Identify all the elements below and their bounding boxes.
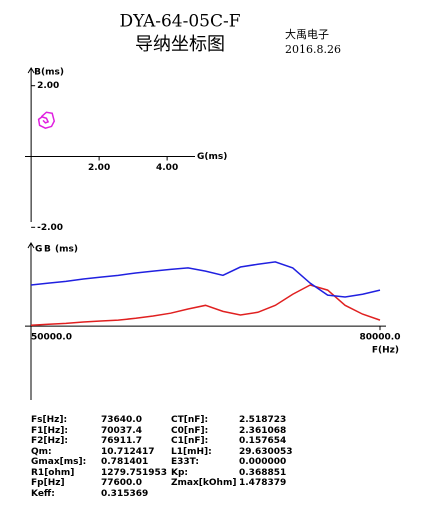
param-value: 0.781401 [101,457,149,467]
series-line [30,261,381,298]
company: 大禹电子 [285,27,329,41]
param-label: Fp[Hz] [31,478,65,488]
y-axis-arrow [27,67,35,74]
y-tick-label: 2.00 [37,81,59,91]
param-row: Keff: 0.315369 [31,489,319,500]
x-axis-label: G(ms) [197,152,227,162]
param-value: 2.361068 [239,425,287,436]
param-label: Keff: [31,488,55,499]
param-value: 10.712417 [101,446,155,457]
param-label: Gmax[ms]: [31,457,87,467]
param-value: 77600.0 [101,478,142,488]
param-value: 70037.4 [101,425,142,436]
param-label: F1[Hz]: [31,425,69,436]
param-label: Qm: [31,446,52,457]
param-label: R1[ohm] [31,467,75,478]
series-line [30,284,381,326]
charts: DYA-64-05C-F 导纳坐标图 大禹电子 2016.8.26 2.00 4.… [25,12,401,400]
param-value: 0.000000 [239,457,287,467]
subtitle: 导纳坐标图 [135,34,225,55]
param-value: 29.630053 [239,446,293,457]
params-table: Fs[Hz]: 73640.0 CT[nF]: 2.518723 F1[Hz]: 7003… [31,415,319,499]
y-axis-label: B(ms) [34,68,64,78]
param-value: 1.478379 [239,478,287,488]
y-axis-arrow [27,242,35,249]
x-tick-label: 80000.0 [360,333,401,343]
param-label: L1[mH]: [171,446,212,457]
legend-entry: G [35,245,42,255]
param-row: Qm: 10.712417 L1[mH]: 29.630053 [31,447,319,458]
title: DYA-64-05C-F [119,12,240,32]
param-row: Gmax[ms]: 0.781401 E33T: 0.000000 [31,457,319,468]
x-tick-label: 50000.0 [31,333,72,343]
x-tick-label: 4.00 [156,163,178,173]
param-row: F2[Hz]: 76911.7 C1[nF]: 0.157654 [31,436,319,447]
param-row: Fs[Hz]: 73640.0 CT[nF]: 2.518723 [31,415,319,426]
param-label: E33T: [171,457,199,467]
param-value: 2.518723 [239,415,287,425]
param-label: Kp: [171,467,189,478]
x-tick-label: 2.00 [88,163,110,173]
param-value: 0.315369 [101,488,149,499]
param-value: 76911.7 [101,436,142,446]
param-row: R1[ohm] 1279.751953 Kp: 0.368851 [31,468,319,479]
param-label: F2[Hz]: [31,436,69,446]
param-value: 1279.751953 [101,467,168,478]
param-label: Fs[Hz]: [31,415,68,425]
param-value: 0.368851 [239,467,287,478]
param-value: 73640.0 [101,415,142,425]
param-label: CT[nF]: [171,415,209,425]
param-row: Fp[Hz] 77600.0 Zmax[kOhm] 1.478379 [31,478,319,489]
legend-entry: B [44,245,51,255]
param-label: C0[nF]: [171,425,209,436]
series-line [37,111,56,129]
param-value: 0.157654 [239,436,287,446]
param-row: F1[Hz]: 70037.4 C0[nF]: 2.361068 [31,426,319,437]
param-label: Zmax[kOhm] [171,478,237,488]
y-tick-label: -2.00 [37,223,63,233]
date: 2016.8.26 [285,43,341,56]
param-label: C1[nF]: [171,436,209,446]
x-axis-label: F(Hz) [372,346,399,356]
y-axis-label: (ms) [55,245,78,255]
